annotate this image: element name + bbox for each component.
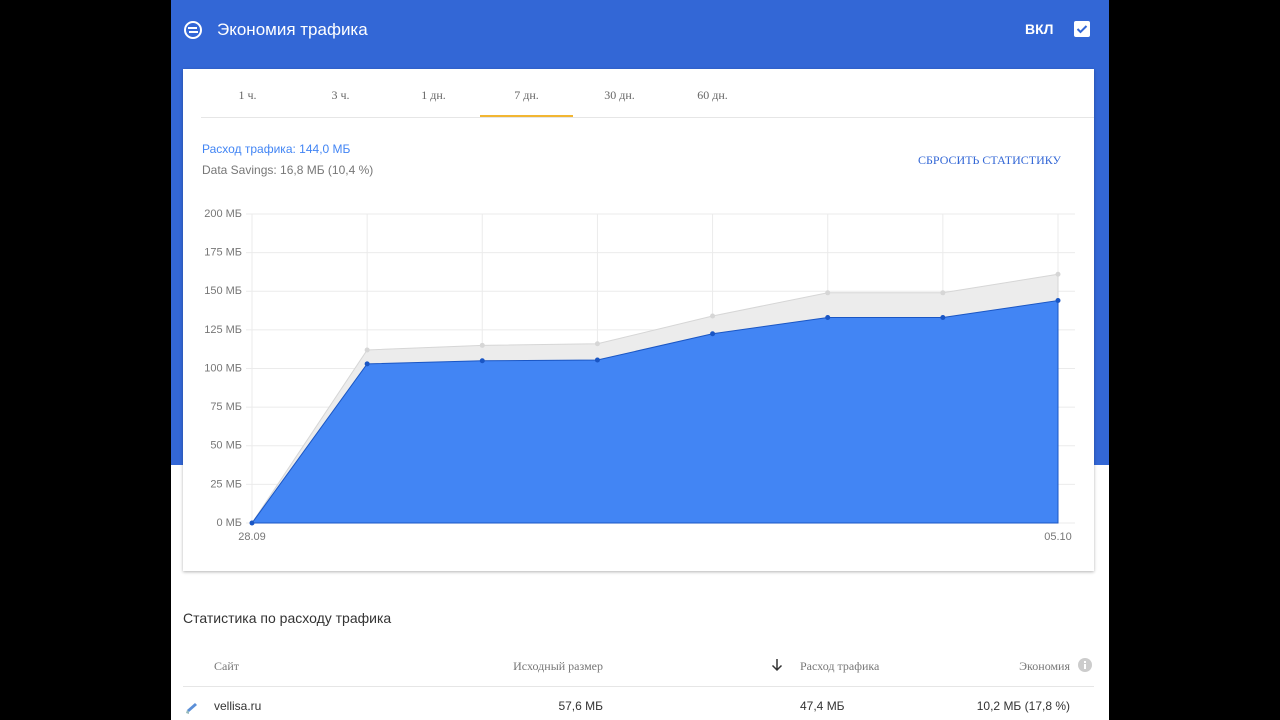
y-tick-label: 100 МБ	[204, 362, 242, 374]
y-tick-label: 175 МБ	[204, 247, 242, 259]
y-tick-label: 50 МБ	[210, 440, 242, 452]
savings: Data Savings: 16,8 МБ (10,4 %)	[202, 163, 374, 177]
tabs: 1 ч. 3 ч. 1 дн. 7 дн. 30 дн. 60 дн.	[201, 69, 1094, 118]
y-tick-label: 200 МБ	[204, 208, 242, 220]
point	[1055, 271, 1061, 277]
info-icon[interactable]	[1077, 657, 1093, 673]
point	[825, 315, 831, 321]
y-tick-label: 75 МБ	[210, 401, 242, 413]
point	[940, 290, 946, 296]
point	[249, 520, 255, 526]
point	[940, 315, 946, 321]
point	[594, 357, 600, 363]
point	[479, 342, 485, 348]
table: Сайт Исходный размер Расход трафика Экономи…	[183, 645, 1094, 720]
point	[825, 290, 831, 296]
point	[479, 358, 485, 364]
point	[710, 313, 716, 319]
tab[interactable]: 3 ч.	[331, 88, 350, 102]
y-tick-label: 25 МБ	[210, 478, 242, 490]
x-tick-label: 05.10	[1044, 531, 1072, 543]
x-tick-label: 28.09	[238, 531, 266, 543]
checkbox[interactable]	[1074, 21, 1090, 37]
page: Экономия трафика ВКЛ 1 ч. 3 ч. 1 дн. 7 дн. 3…	[171, 0, 1109, 720]
point	[364, 347, 370, 353]
column-header[interactable]: Экономия	[1019, 659, 1070, 673]
tab[interactable]: 1 дн.	[421, 88, 446, 102]
row-divider	[183, 686, 1094, 687]
title: Экономия трафика	[217, 20, 368, 39]
point	[710, 331, 716, 337]
tab[interactable]: 1 ч.	[238, 88, 257, 102]
point	[364, 361, 370, 367]
y-tick-label: 125 МБ	[204, 324, 242, 336]
cell: 47,4 МБ	[800, 699, 845, 713]
column-header[interactable]: Исходный размер	[513, 659, 603, 673]
usage: Расход трафика: 144,0 МБ	[202, 142, 351, 156]
point	[594, 341, 600, 347]
toggle-label: ВКЛ	[1025, 21, 1054, 37]
y-tick-label: 0 МБ	[216, 517, 242, 529]
column-header[interactable]: Сайт	[214, 659, 239, 673]
chart: 0 МБ 25 МБ 50 МБ 75 МБ 100 МБ 125 МБ 150 МБ 175…	[204, 208, 1075, 543]
table-title: Статистика по расходу трафика	[183, 610, 392, 626]
reset-button[interactable]: СБРОСИТЬ СТАТИСТИКУ	[918, 153, 1062, 167]
tab[interactable]: 60 дн.	[697, 88, 728, 102]
site-icon	[186, 703, 197, 714]
y-tick-label: 150 МБ	[204, 285, 242, 297]
cell: 10,2 МБ (17,8 %)	[976, 699, 1070, 713]
area	[251, 299, 1059, 524]
cell: 57,6 МБ	[558, 699, 603, 713]
logo	[184, 21, 202, 39]
tab[interactable]: 7 дн.	[480, 69, 573, 117]
sort-icon[interactable]	[771, 658, 783, 672]
cell[interactable]: vellisa.ru	[214, 699, 262, 713]
column-header[interactable]: Расход трафика	[800, 659, 880, 673]
tab[interactable]: 30 дн.	[604, 88, 635, 102]
point	[1055, 298, 1061, 304]
